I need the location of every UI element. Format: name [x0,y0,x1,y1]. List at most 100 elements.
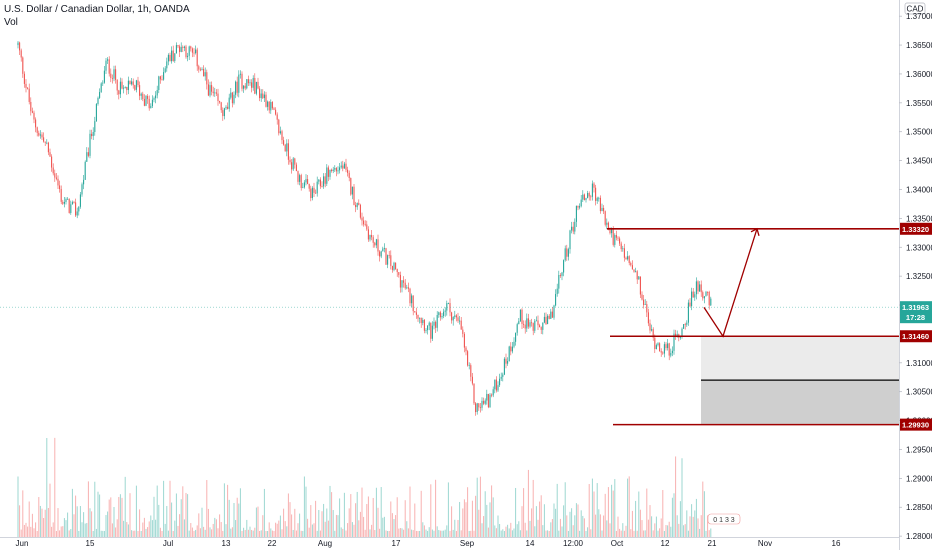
volume-bar [630,529,632,537]
volume-bar [505,526,507,537]
volume-bar [92,530,94,537]
volume-bar [356,491,358,537]
candle-body [132,81,134,86]
candle-body [145,96,147,106]
volume-bar [305,486,307,537]
candle-body [44,141,46,143]
volume-bar [220,522,222,537]
volume-bar [97,491,99,537]
volume-bar [639,509,641,537]
volume-bar [390,501,392,537]
candle-body [582,194,584,200]
candle-body [305,179,307,183]
candle-body [671,350,673,354]
candle-body [406,287,408,289]
y-tick-label: 1.35000 [906,128,932,137]
volume-bar [279,515,281,537]
volume-bar [335,514,337,537]
y-tick-label: 1.30500 [906,388,932,397]
volume-bar [313,523,315,537]
candle-body [339,167,341,171]
volume-bar [327,520,329,537]
candle-body [478,403,480,408]
candle-body [140,93,142,96]
candle-body [275,109,277,115]
candle-body [217,93,219,102]
candle-body [313,187,315,193]
volume-bar [443,530,445,537]
candle-body [76,211,78,216]
volume-bar [206,480,208,537]
candle-body [372,237,374,243]
volume-bar [179,514,181,537]
volume-bar [439,530,441,537]
volume-bar [452,529,454,537]
candle-body [315,192,317,194]
volume-bar [705,530,707,537]
volume-bar [174,520,176,537]
candle-body [127,80,129,91]
volume-bar [99,494,101,537]
volume-bar [110,497,112,537]
volume-bar [531,508,533,537]
candle-body [423,319,425,331]
candle-body [551,311,553,318]
candle-body [311,187,313,199]
volume-bar [569,511,571,537]
candle-body [599,197,601,212]
candle-body [603,207,605,212]
volume-bar [695,498,697,537]
candle-body [348,172,350,179]
volume-bar [278,520,280,537]
candle-body [155,95,157,99]
volume-bar [255,507,257,537]
candle-body [579,206,581,208]
candle-body [167,54,169,62]
candle-body [667,343,669,349]
volume-bar [683,525,685,537]
volume-bar [295,530,297,537]
volume-bar [607,487,609,537]
current-price-label: 1.31963 [902,303,929,312]
candle-body [92,131,94,137]
volume-bar [473,530,475,537]
volume-bar [281,529,283,537]
candle-body [441,316,443,318]
candle-body [375,239,377,246]
volume-bar [388,530,390,537]
volume-bar [78,530,80,537]
candle-body [20,50,22,58]
volume-bar [580,510,582,537]
candle-body [638,276,640,280]
candle-body [518,321,520,325]
candle-body [457,317,459,321]
volume-bar [428,527,430,537]
volume-bar [283,508,285,537]
candle-body [47,142,49,153]
volume-bar [337,515,339,537]
volume-bar [559,518,561,537]
volume-bar [582,515,584,537]
candle-body [356,202,358,208]
candle-body [30,101,32,112]
volume-bar [655,516,657,537]
volume-bar [518,521,520,537]
candle-body [203,68,205,77]
y-tick-label: 1.35500 [906,99,932,108]
volume-bar [230,528,232,537]
volume-bar [548,530,550,537]
volume-bar [441,530,443,537]
candle-body [662,352,664,354]
candle-body [230,92,232,98]
volume-bar [547,530,549,537]
countdown-label: 17:28 [906,313,925,322]
volume-bar [396,497,398,537]
candle-body [412,295,414,312]
candle-body [68,198,70,213]
volume-bar [430,484,432,537]
volume-bar [710,528,712,537]
candle-body [73,202,75,203]
candle-body [497,385,499,391]
volume-bar [231,527,233,537]
